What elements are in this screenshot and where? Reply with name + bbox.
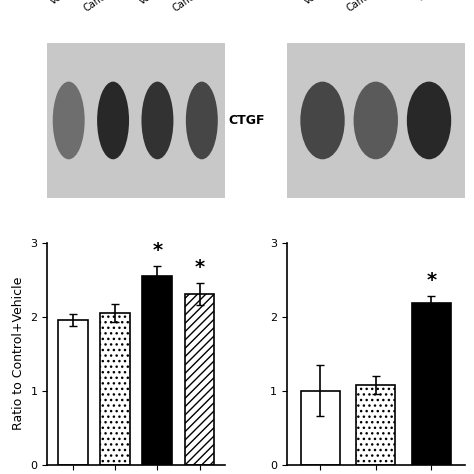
Bar — [58, 320, 88, 465]
Text: Vehicle: Vehicle — [302, 0, 337, 6]
Text: Veh...: Veh... — [416, 0, 444, 4]
Ellipse shape — [301, 82, 345, 159]
Ellipse shape — [354, 82, 398, 159]
Text: Candesartan: Candesartan — [82, 0, 138, 14]
Bar — [356, 385, 395, 465]
Y-axis label: Ratio to Control+Vehicle: Ratio to Control+Vehicle — [12, 277, 25, 430]
Bar — [47, 43, 225, 198]
Text: Vehicle: Vehicle — [137, 0, 172, 6]
Text: Candesartan: Candesartan — [345, 0, 401, 14]
Bar — [143, 276, 172, 465]
Ellipse shape — [186, 82, 218, 159]
Ellipse shape — [53, 82, 85, 159]
Ellipse shape — [407, 82, 451, 159]
Text: *: * — [194, 258, 205, 277]
Text: Vehicle: Vehicle — [49, 0, 83, 6]
Ellipse shape — [97, 82, 129, 159]
Bar — [412, 303, 451, 465]
Text: *: * — [152, 241, 162, 260]
Text: Candesartan: Candesartan — [171, 0, 228, 14]
Text: *: * — [426, 271, 436, 290]
Bar — [185, 294, 214, 465]
Bar — [301, 391, 340, 465]
Bar — [100, 313, 130, 465]
Bar — [287, 43, 465, 198]
Text: CTGF: CTGF — [228, 114, 265, 127]
Ellipse shape — [141, 82, 173, 159]
